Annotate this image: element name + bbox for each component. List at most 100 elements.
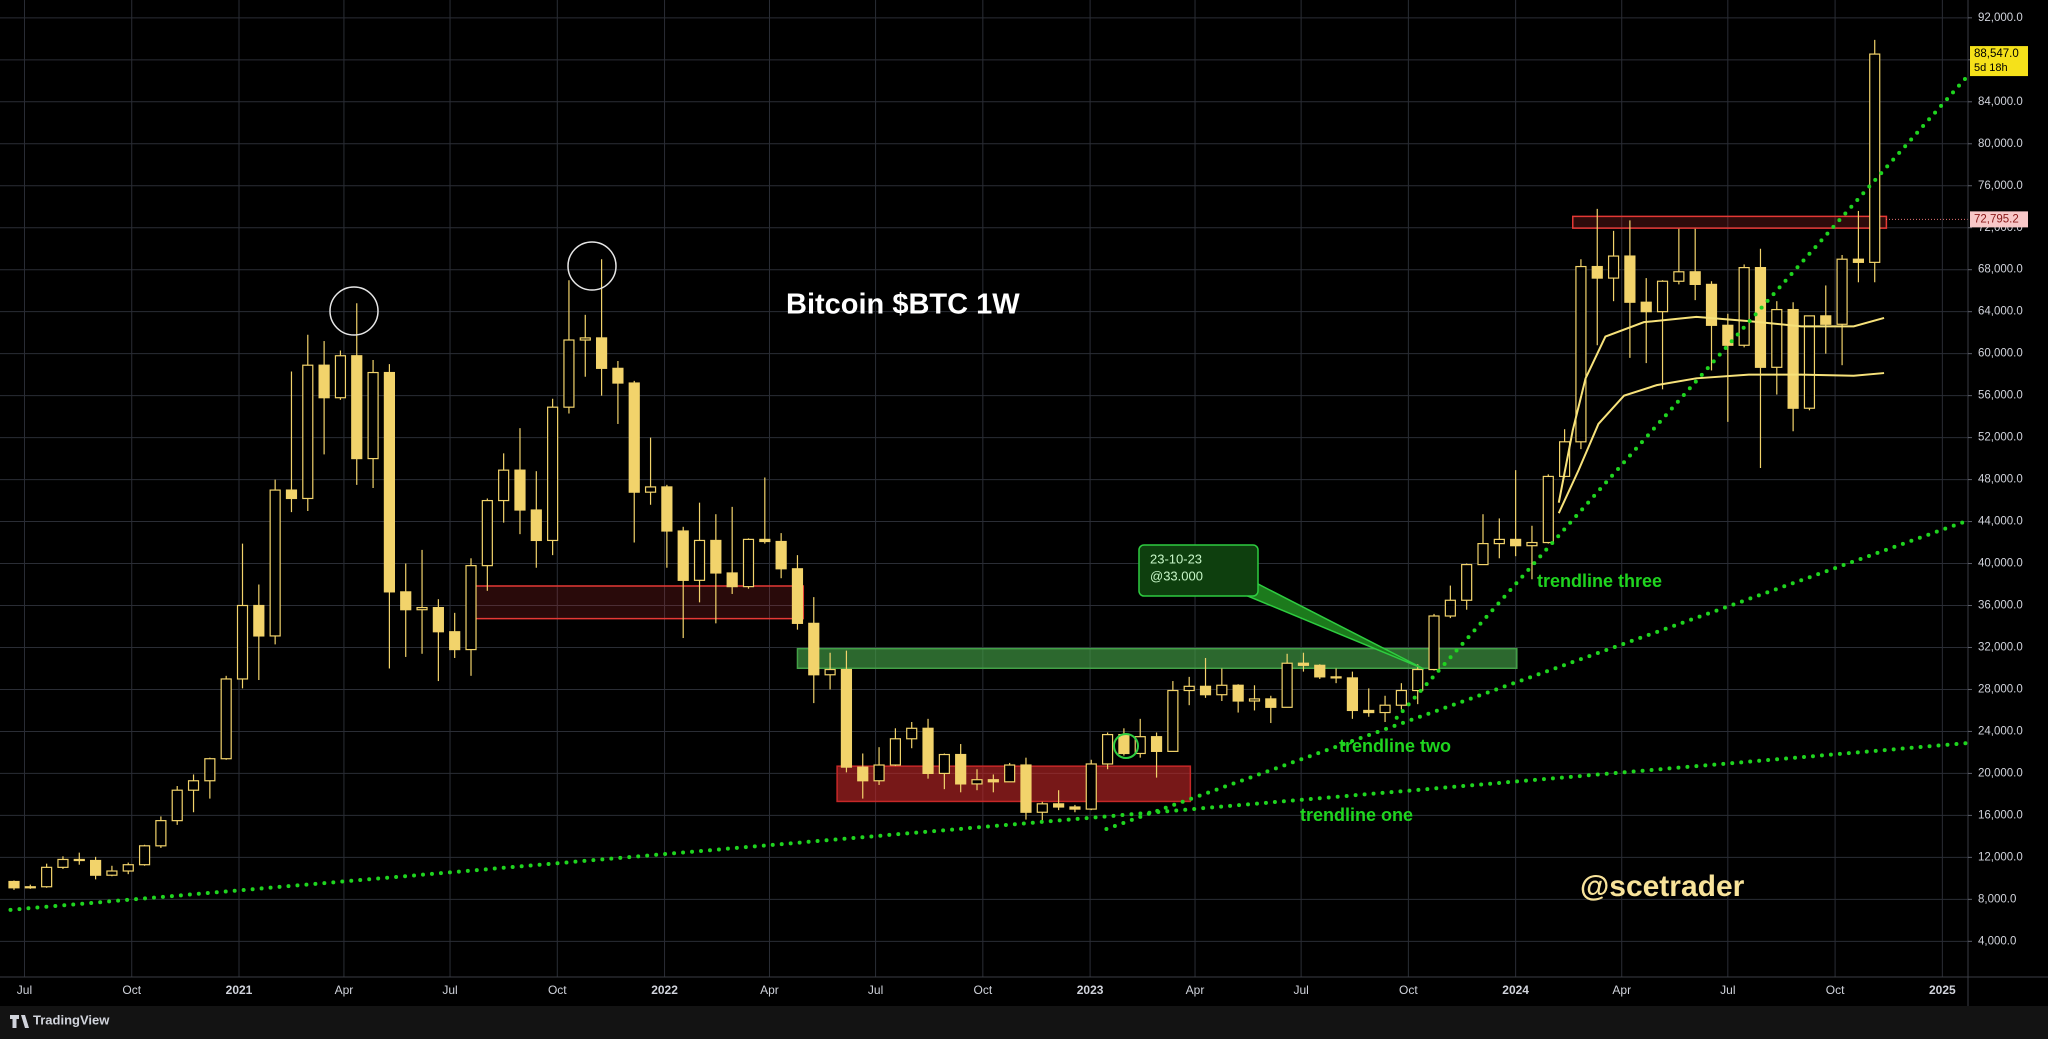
x-tick-label: 2022 xyxy=(651,983,678,997)
marker-circle xyxy=(1113,733,1139,759)
footer xyxy=(0,1006,2048,1039)
candle-body xyxy=(1395,689,1407,706)
candle-body xyxy=(759,538,771,543)
drawings: 23-10-23 @33.000 Bitcoin $BTC 1W @scetra… xyxy=(329,241,1745,903)
candle-body xyxy=(1542,475,1554,544)
candle-body xyxy=(1265,698,1277,708)
candle-body xyxy=(791,568,804,624)
y-tick-label: 92,000.0 xyxy=(1978,12,2023,24)
candle-body xyxy=(318,364,330,399)
candle-body xyxy=(1820,315,1832,325)
x-tick-label: Apr xyxy=(1186,983,1205,997)
candle-body xyxy=(1444,599,1456,617)
candle-body xyxy=(1167,689,1179,752)
x-tick-label: Jul xyxy=(17,983,32,997)
watermark: @scetrader xyxy=(1580,870,1745,903)
candle-body xyxy=(236,604,249,680)
candle-body xyxy=(693,539,706,581)
x-tick-label: Apr xyxy=(760,983,779,997)
candle-body xyxy=(808,622,820,676)
candle-body xyxy=(563,339,575,408)
y-tick-label: 20,000.0 xyxy=(1978,767,2023,779)
trendline xyxy=(1104,518,1970,832)
candle-body xyxy=(122,864,134,872)
candle-body xyxy=(90,859,102,876)
candle-body xyxy=(1607,255,1620,279)
candle-body xyxy=(1150,736,1163,752)
candle-body xyxy=(938,753,950,775)
candle-body xyxy=(1510,538,1522,547)
candle-body xyxy=(1297,662,1310,666)
candle-body xyxy=(1053,803,1065,808)
candle-body xyxy=(1281,662,1293,708)
candle-body xyxy=(1754,266,1767,368)
candle-body xyxy=(595,337,608,369)
candle-body xyxy=(1673,271,1685,282)
x-tick-label: Oct xyxy=(973,983,992,997)
candle-body xyxy=(1314,664,1326,678)
candle-body xyxy=(1183,685,1195,692)
x-tick-label: Jul xyxy=(1720,983,1735,997)
candle-body xyxy=(1477,542,1489,566)
zone xyxy=(467,585,805,620)
candle-body xyxy=(1232,684,1244,702)
x-tick-label: Apr xyxy=(1612,983,1631,997)
candle-body xyxy=(824,668,836,676)
y-tick-label: 44,000.0 xyxy=(1978,516,2023,528)
y-tick-label: 80,000.0 xyxy=(1978,138,2023,150)
candle-body xyxy=(416,607,428,611)
x-tick-label: 2021 xyxy=(226,983,253,997)
x-tick-label: Jul xyxy=(442,983,457,997)
x-tick-label: 2023 xyxy=(1077,983,1104,997)
candle-body xyxy=(1379,704,1391,714)
y-tick-label: 60,000.0 xyxy=(1978,348,2023,360)
candle-body xyxy=(1118,733,1130,755)
plot-area xyxy=(0,0,1970,977)
candle-body xyxy=(1738,266,1750,346)
candle-body xyxy=(906,727,918,740)
x-tick-label: Apr xyxy=(335,983,354,997)
trendline-label: trendline two xyxy=(1339,736,1451,756)
candle-body xyxy=(1069,806,1081,810)
x-tick-label: Jul xyxy=(868,983,883,997)
candle-body xyxy=(1248,698,1261,702)
candle-body xyxy=(449,631,461,651)
candle-body xyxy=(889,738,901,766)
candle-body xyxy=(351,355,363,460)
candle-body xyxy=(547,406,559,542)
candle-body xyxy=(530,509,542,542)
y-tick-label: 28,000.0 xyxy=(1978,683,2023,695)
price-tag xyxy=(1970,211,2028,228)
candle-body xyxy=(302,364,314,500)
trendline-label: trendline three xyxy=(1537,571,1662,591)
y-tick-label: 64,000.0 xyxy=(1978,306,2023,318)
candle-body xyxy=(857,766,869,782)
candle-body xyxy=(1640,301,1652,313)
price-tag-label: 72,795.2 xyxy=(1974,213,2019,225)
x-tick-label: Oct xyxy=(548,983,567,997)
brand: TradingView xyxy=(33,1012,110,1027)
candle-body xyxy=(1216,684,1228,696)
candle-body xyxy=(138,845,151,866)
candle-body xyxy=(971,779,983,785)
candle-body xyxy=(922,727,934,775)
y-tick-label: 76,000.0 xyxy=(1978,180,2023,192)
candle-body xyxy=(1656,280,1669,313)
candle-body xyxy=(1787,308,1799,409)
candle-body xyxy=(1428,615,1440,671)
candle-body xyxy=(334,355,347,399)
candle-body xyxy=(1624,255,1636,303)
candle-body xyxy=(1493,538,1505,545)
candle-body xyxy=(644,486,657,493)
candle-body xyxy=(987,779,999,783)
price-axis xyxy=(1968,0,2048,1006)
candle-body xyxy=(628,382,640,493)
trendline xyxy=(1394,73,1970,720)
candle-body xyxy=(73,858,85,862)
price-tag xyxy=(1970,46,2028,77)
candle-body xyxy=(710,539,722,574)
callout-box xyxy=(1138,544,1259,597)
candle-body xyxy=(367,371,379,460)
